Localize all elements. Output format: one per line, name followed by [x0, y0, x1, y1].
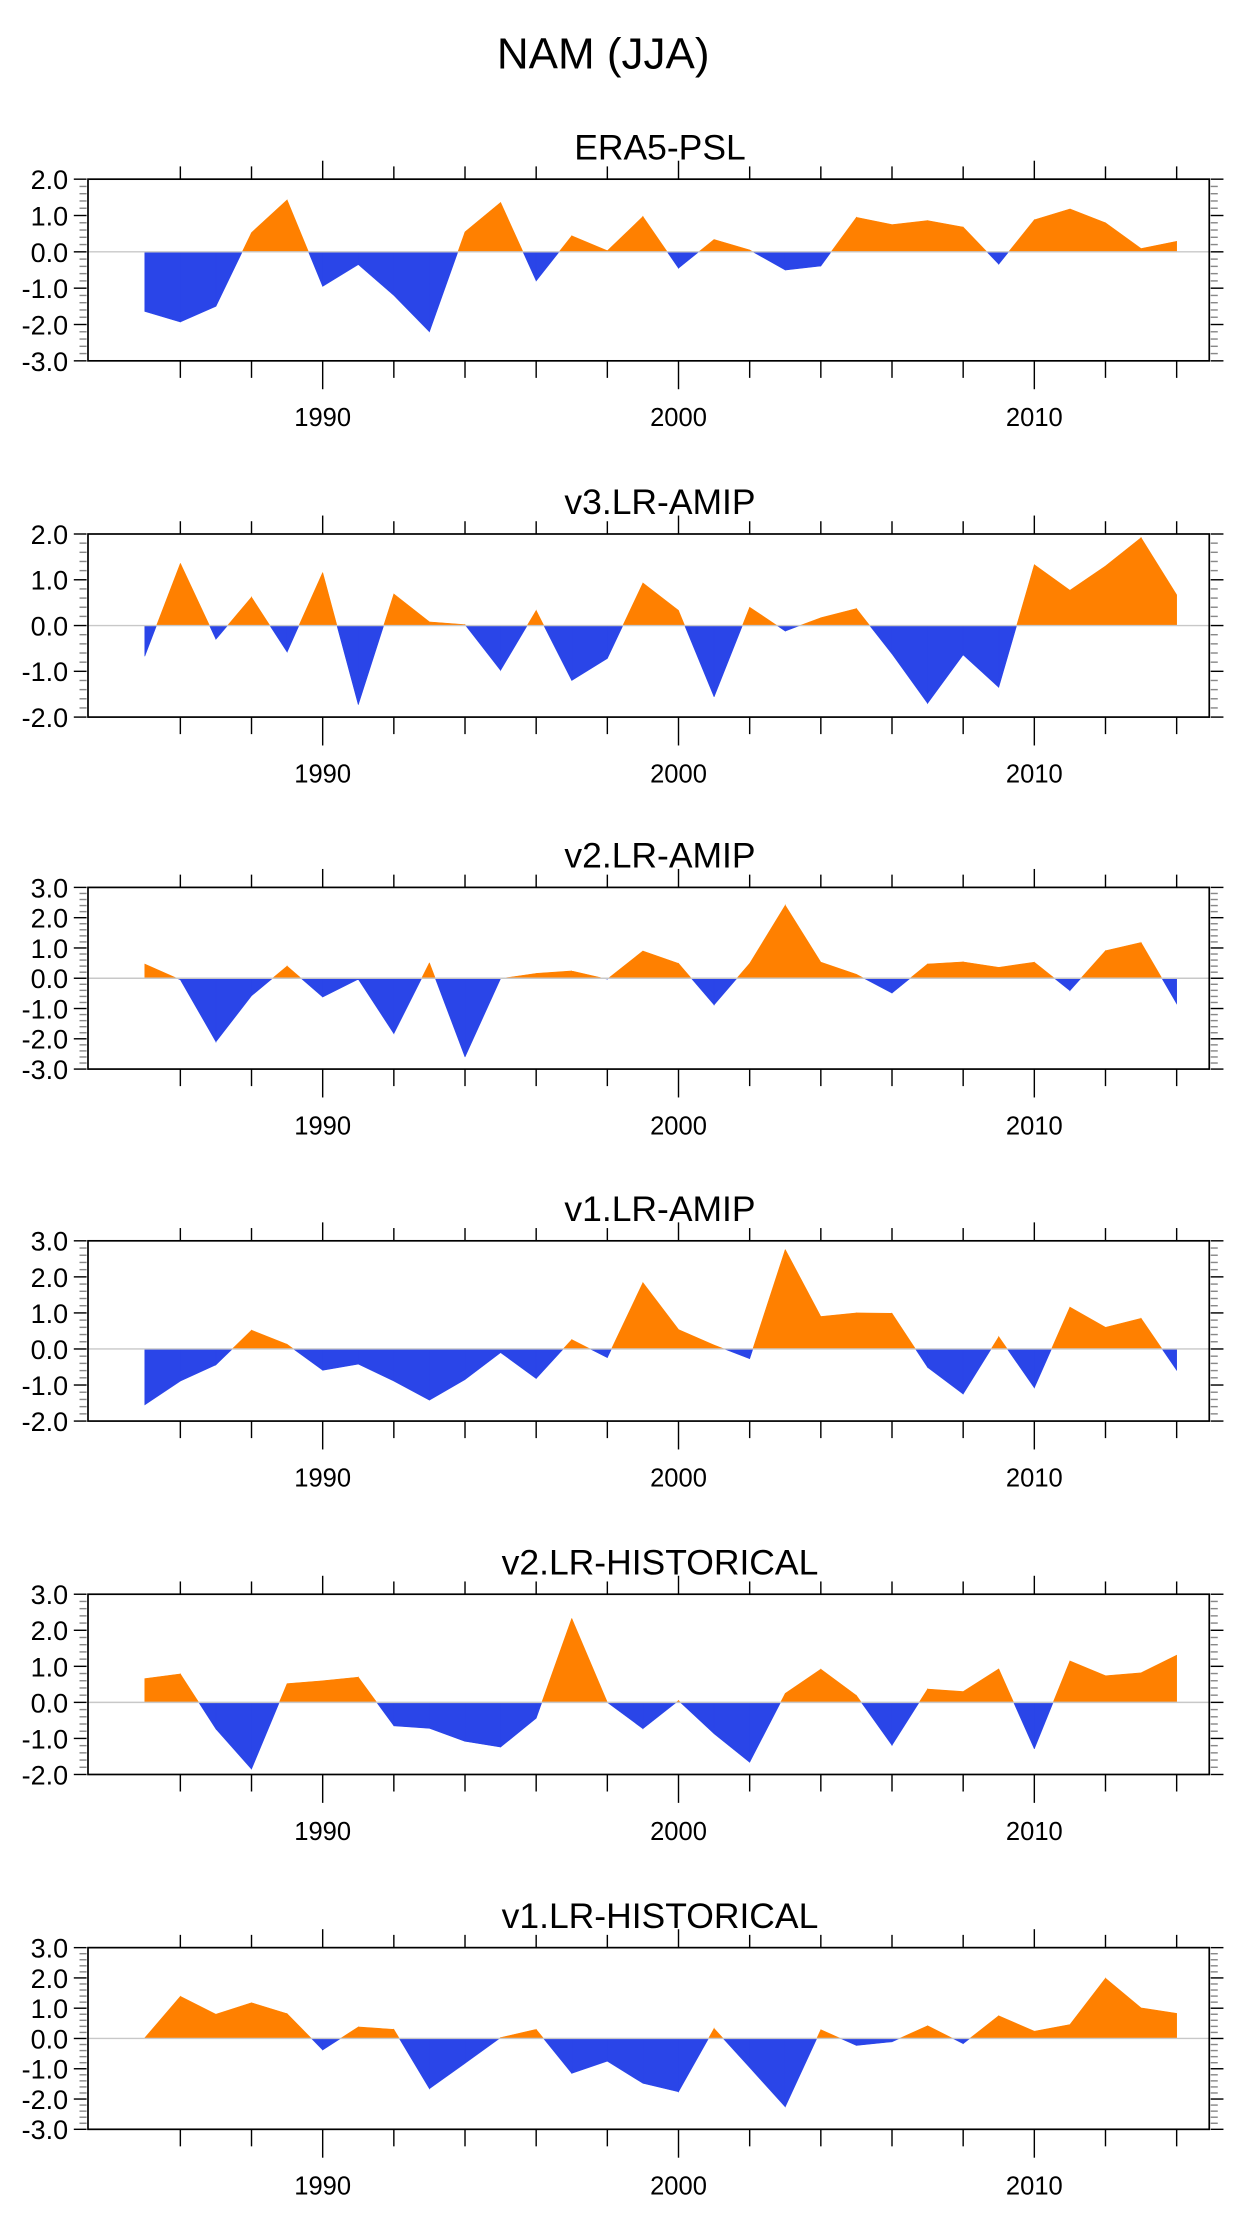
ytick-label: 2.0 [31, 1263, 68, 1293]
figure-title: NAM (JJA) [497, 29, 710, 78]
ytick-label: -1.0 [22, 2055, 68, 2085]
xtick-label: 2010 [1006, 404, 1063, 432]
ytick-label: -2.0 [22, 2085, 68, 2115]
ytick-label: 1.0 [31, 1652, 68, 1682]
panel-4: v1.LR-AMIP 3.0 2.0 1.0 0.0 -1.0 -2.0 1990 2000 20… [22, 1189, 1224, 1492]
xtick-label: 2010 [1006, 1112, 1063, 1140]
ytick-label: 2.0 [31, 1964, 68, 1994]
ytick-label: 1.0 [31, 566, 68, 596]
ytick-label: 1.0 [31, 934, 68, 964]
xtick-label: 2010 [1006, 1464, 1063, 1492]
ytick-label: -1.0 [22, 657, 68, 687]
positive-area [156, 536, 1177, 626]
positive-area [231, 1249, 1163, 1350]
xtick-label: 1990 [294, 2173, 351, 2201]
negative-area [144, 625, 1018, 705]
xtick-label: 2010 [1006, 760, 1063, 788]
ytick-label: -2.0 [22, 1407, 68, 1437]
xtick-label: 2000 [650, 1464, 707, 1492]
ytick-label: 1.0 [31, 201, 68, 231]
xtick-label: 2010 [1006, 1818, 1063, 1846]
xtick-label: 2000 [650, 760, 707, 788]
plot-frame [87, 1239, 1211, 1422]
ytick-label: 3.0 [31, 873, 68, 903]
ytick-label: -2.0 [22, 1760, 68, 1790]
panel-2: v3.LR-AMIP 2.0 1.0 0.0 -1.0 -2.0 1990 2000 2010 [22, 482, 1224, 788]
plot-frame [87, 178, 1211, 362]
xtick-label: 1990 [294, 1464, 351, 1492]
ytick-label: -1.0 [22, 274, 68, 304]
panel-title: v1.LR-HISTORICAL [502, 1896, 819, 1936]
plot-frame [87, 533, 1211, 718]
ytick-label: 0.0 [31, 2024, 68, 2054]
ytick-label: -2.0 [22, 1025, 68, 1055]
negative-area [144, 251, 1010, 333]
ytick-label: 2.0 [31, 520, 68, 550]
negative-area [198, 1702, 1054, 1770]
xtick-label: 2010 [1006, 2173, 1063, 2201]
ytick-label: -1.0 [22, 1371, 68, 1401]
xtick-label: 2000 [650, 2173, 707, 2201]
panel-3: v2.LR-AMIP 3.02.01.00.0-1.0-2.0-3.0 1990 20… [22, 836, 1224, 1140]
panel-title: v3.LR-AMIP [564, 482, 755, 522]
ytick-label: -3.0 [22, 2115, 68, 2145]
negative-area [310, 2038, 971, 2108]
xtick-label: 2000 [650, 1818, 707, 1846]
ytick-label: 2.0 [31, 904, 68, 934]
ytick-label: 3.0 [31, 1227, 68, 1257]
ytick-label: 0.0 [31, 611, 68, 641]
ytick-label: 3.0 [31, 1934, 68, 1964]
ytick-label: 0.0 [31, 1335, 68, 1365]
negative-area [176, 977, 1177, 1058]
xtick-label: 1990 [294, 1112, 351, 1140]
positive-area [241, 199, 1177, 253]
negative-area [144, 1348, 1177, 1406]
ytick-label: 3.0 [31, 1580, 68, 1610]
ytick-label: 2.0 [31, 165, 68, 195]
ytick-label: -1.0 [22, 1724, 68, 1754]
ytick-label: 0.0 [31, 964, 68, 994]
ytick-label: 2.0 [31, 1616, 68, 1646]
panel-title: v2.LR-HISTORICAL [502, 1542, 819, 1582]
xtick-label: 1990 [294, 1818, 351, 1846]
panel-1: ERA5-PSL 2.0 1.0 0.0 -1.0 -2.0 -3.0 1990 2000 201… [22, 127, 1224, 432]
panel-title: v2.LR-AMIP [564, 836, 755, 876]
ytick-label: -3.0 [22, 1055, 68, 1085]
ytick-label: -1.0 [22, 994, 68, 1024]
positive-area [144, 1618, 1177, 1703]
panel-5: v2.LR-HISTORICAL 3.0 2.0 1.0 0.0 -1.0 -2.0 1990… [22, 1542, 1224, 1846]
panel-title: ERA5-PSL [574, 127, 746, 167]
positive-area [144, 904, 1163, 979]
xtick-label: 2000 [650, 1112, 707, 1140]
ytick-label: 0.0 [31, 238, 68, 268]
ytick-label: 0.0 [31, 1688, 68, 1718]
ytick-label: -2.0 [22, 703, 68, 733]
xtick-label: 1990 [294, 760, 351, 788]
plot-frame [87, 886, 1211, 1070]
panel-title: v1.LR-AMIP [564, 1189, 755, 1229]
ytick-label: 1.0 [31, 1299, 68, 1329]
positive-area [144, 1977, 1177, 2039]
panel-6: v1.LR-HISTORICAL 3.02.01.00.0-1.0-2.0-3.0… [22, 1896, 1224, 2201]
xtick-label: 2000 [650, 404, 707, 432]
ytick-label: -3.0 [22, 347, 68, 377]
plot-frame [87, 1946, 1211, 2131]
ytick-label: -2.0 [22, 310, 68, 340]
xtick-label: 1990 [294, 404, 351, 432]
ytick-label: 1.0 [31, 1994, 68, 2024]
plot-frame [87, 1593, 1211, 1776]
